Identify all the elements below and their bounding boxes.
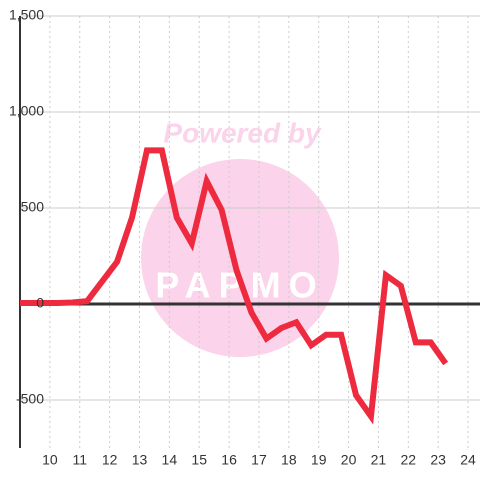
x-tick-label: 23 xyxy=(430,452,446,468)
x-tick-label: 19 xyxy=(311,452,327,468)
x-tick-label: 16 xyxy=(221,452,237,468)
labels: 10 11 12 13 14 15 16 17 18 19 20 21 22 23 24 -500 0 500 1,… xyxy=(9,7,476,468)
x-tick-label: 20 xyxy=(341,452,357,468)
x-tick-label: 18 xyxy=(281,452,297,468)
x-tick-label: 15 xyxy=(191,452,207,468)
data-line xyxy=(20,147,449,425)
x-tick-label: 12 xyxy=(102,452,118,468)
x-tick-label: 24 xyxy=(460,452,476,468)
x-tick-label: 13 xyxy=(132,452,148,468)
x-tick-label: 22 xyxy=(401,452,417,468)
x-tick-label: 11 xyxy=(72,452,87,468)
x-tick-label: 21 xyxy=(371,452,387,468)
y-tick-label: -500 xyxy=(16,391,44,407)
y-tick-label: 1,000 xyxy=(9,103,44,119)
watermark-text: Powered by xyxy=(163,117,322,148)
x-tick-label: 14 xyxy=(162,452,178,468)
x-tick-label: 17 xyxy=(251,452,267,468)
plot xyxy=(20,147,449,425)
y-tick-label: 500 xyxy=(21,199,45,215)
x-tick-label: 10 xyxy=(42,452,58,468)
y-tick-label: 0 xyxy=(36,295,44,311)
y-tick-label: 1,500 xyxy=(9,7,44,23)
